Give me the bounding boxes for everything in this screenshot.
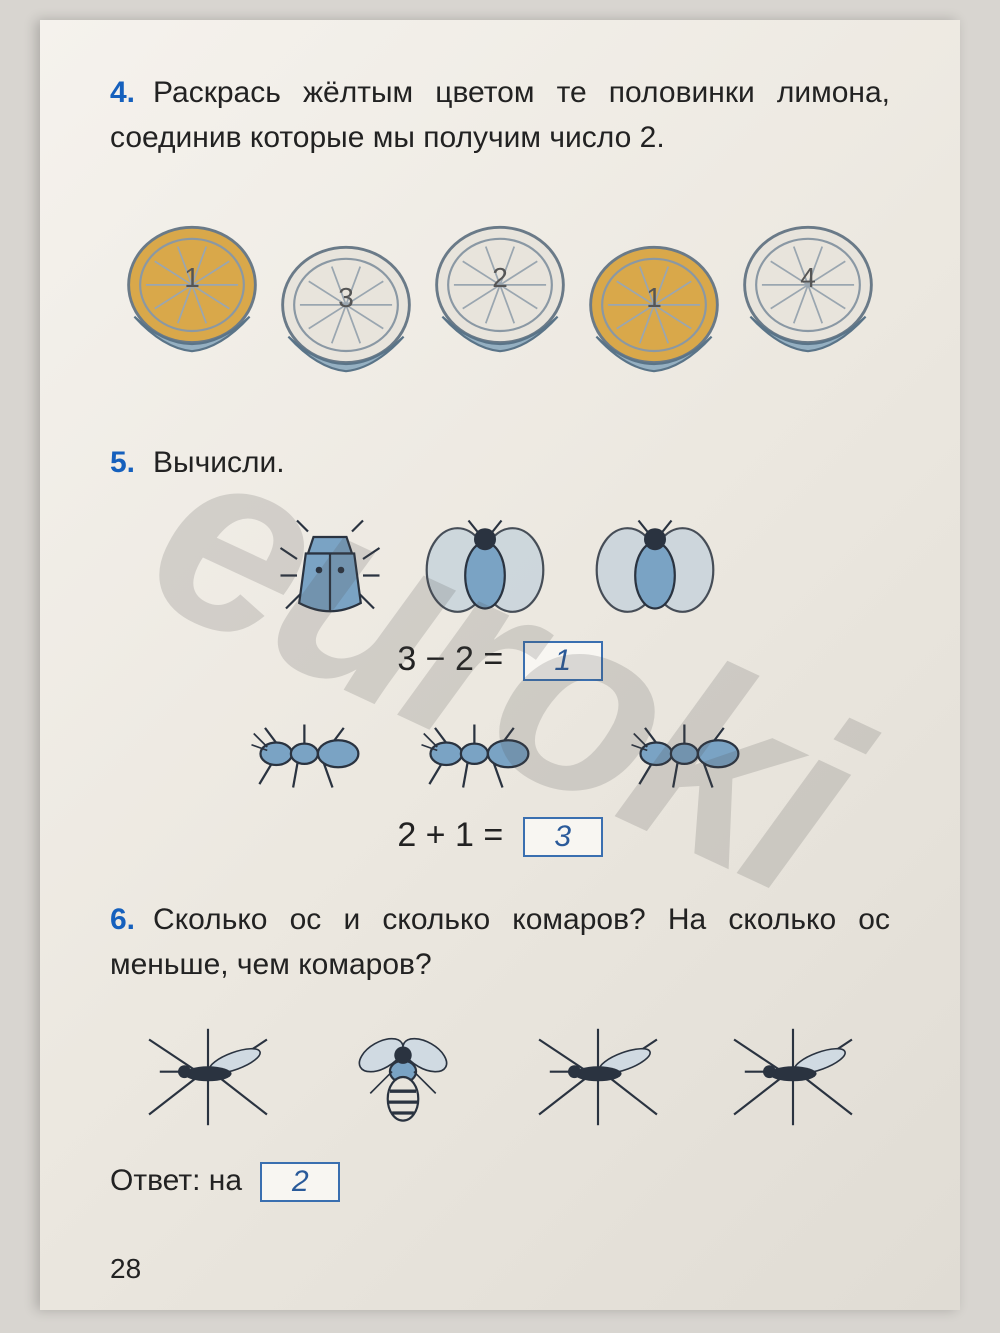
ants-row: [110, 711, 890, 801]
task-6-text: 6.Сколько ос и сколько комаров? На сколь…: [110, 897, 890, 987]
beetle-1: [415, 515, 555, 625]
ant-icon: [410, 711, 550, 801]
page-number: 28: [110, 1253, 141, 1285]
lemon-label: 3: [338, 282, 354, 314]
mosquito-icon: [718, 1017, 868, 1137]
answer-label: Ответ: на: [110, 1164, 242, 1197]
mosquito-3: [718, 1017, 868, 1137]
ant-icon: [240, 711, 380, 801]
eq2-answer-box[interactable]: 3: [523, 817, 603, 857]
insects-row-6: [110, 1017, 890, 1137]
lemon-label: 2: [492, 262, 508, 294]
task6-answer-box[interactable]: 2: [260, 1162, 340, 1202]
lemon-2: 2: [428, 210, 572, 380]
wasp-0: [328, 1017, 478, 1137]
workbook-page: euroki 4.Раскрась жёлтым цветом те полов…: [40, 20, 960, 1310]
task-4: 4.Раскрась жёлтым цветом те половинки ли…: [110, 70, 890, 400]
task-6: 6.Сколько ос и сколько комаров? На сколь…: [110, 897, 890, 1202]
lemon-icon: [428, 210, 572, 380]
lemon-label: 4: [800, 262, 816, 294]
beetle-2: [585, 515, 725, 625]
task-6-number: 6.: [110, 903, 135, 936]
task-5-number: 5.: [110, 446, 135, 479]
task-6-body: Сколько ос и сколько комаров? На сколько…: [110, 903, 890, 981]
beetle-icon: [275, 515, 385, 625]
equation-2: 2 + 1 = 3: [110, 816, 890, 857]
ant-1: [410, 711, 550, 801]
lemon-icon: [736, 210, 880, 380]
mosquito-2: [523, 1017, 673, 1137]
equation-1: 3 − 2 = 1: [110, 640, 890, 681]
ant-2: [620, 711, 760, 801]
lemon-1: 3: [274, 230, 418, 400]
task-4-body: Раскрась жёлтым цветом те половинки лимо…: [110, 76, 890, 154]
mosquito-icon: [523, 1017, 673, 1137]
beetle-flying-icon: [415, 515, 555, 625]
mosquito-0: [133, 1017, 283, 1137]
lemon-label: 1: [184, 262, 200, 294]
beetle-flying-icon: [585, 515, 725, 625]
lemon-label: 1: [646, 282, 662, 314]
task-6-answer-line: Ответ: на 2: [110, 1162, 890, 1202]
lemons-row: 1 3 2 1 4: [110, 190, 890, 400]
beetles-row: [110, 515, 890, 625]
ant-icon: [620, 711, 760, 801]
task-4-number: 4.: [110, 76, 135, 109]
lemon-icon: [120, 210, 264, 380]
task-5-title: Вычисли.: [153, 446, 285, 479]
eq1-answer-box[interactable]: 1: [523, 641, 603, 681]
task-4-text: 4.Раскрась жёлтым цветом те половинки ли…: [110, 70, 890, 160]
eq2-expr: 2 + 1 =: [397, 816, 503, 854]
task-5: 5. Вычисли. 3 − 2 = 1: [110, 440, 890, 857]
eq1-expr: 3 − 2 =: [397, 640, 503, 678]
mosquito-icon: [133, 1017, 283, 1137]
lemon-icon: [582, 230, 726, 400]
lemon-3: 1: [582, 230, 726, 400]
task-5-text: 5. Вычисли.: [110, 440, 890, 485]
wasp-icon: [328, 1017, 478, 1137]
lemon-icon: [274, 230, 418, 400]
lemon-0: 1: [120, 210, 264, 380]
lemon-4: 4: [736, 210, 880, 380]
beetle-0: [275, 515, 385, 625]
ant-0: [240, 711, 380, 801]
